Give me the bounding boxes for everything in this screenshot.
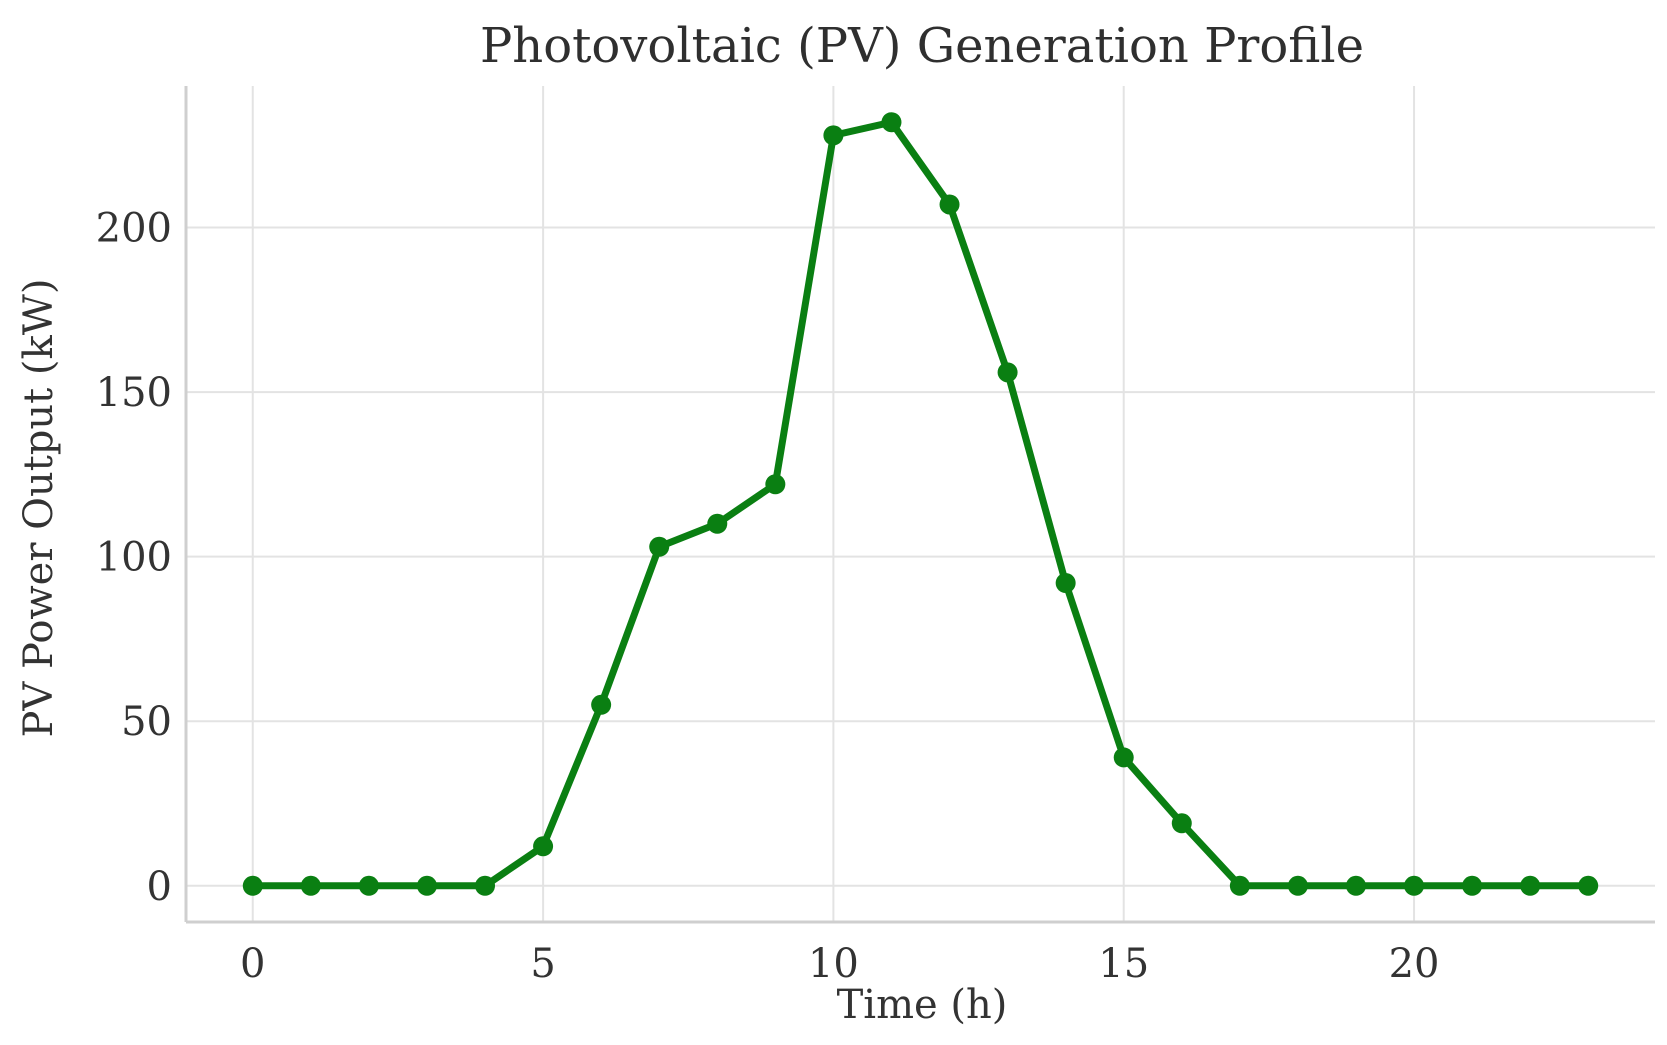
axes-layer — [184, 86, 1655, 924]
y-tick-label: 0 — [147, 864, 172, 910]
pv-data-point — [1462, 875, 1483, 896]
pv-data-point — [1404, 875, 1425, 896]
y-tick-label: 150 — [96, 370, 172, 416]
pv-data-point — [1055, 572, 1076, 593]
pv-data-point — [939, 194, 960, 215]
series-layer — [242, 112, 1599, 896]
x-tick-label: 10 — [808, 941, 859, 987]
pv-data-point — [1171, 813, 1192, 834]
pv-data-point — [707, 513, 728, 534]
grid-layer — [186, 86, 1655, 922]
y-tick-label: 200 — [96, 206, 172, 252]
pv-data-point — [242, 875, 263, 896]
y-axis-label: PV Power Output (kW) — [16, 279, 62, 738]
y-tick-label: 100 — [96, 535, 172, 581]
pv-data-point — [1229, 875, 1250, 896]
x-tick-label: 5 — [530, 941, 555, 987]
pv-data-point — [1578, 875, 1599, 896]
pv-data-point — [649, 536, 670, 557]
chart-title: Photovoltaic (PV) Generation Profile — [480, 18, 1364, 74]
pv-data-point — [475, 875, 496, 896]
pv-data-point — [1113, 747, 1134, 768]
pv-data-point — [1287, 875, 1308, 896]
pv-data-point — [997, 362, 1018, 383]
y-tick-label: 50 — [121, 699, 172, 745]
pv-data-point — [591, 694, 612, 715]
pv-data-point — [1520, 875, 1541, 896]
pv-data-point — [881, 112, 902, 133]
x-tick-label: 20 — [1389, 941, 1440, 987]
pv-data-point — [765, 474, 786, 495]
pv-data-point — [533, 836, 554, 857]
x-axis-label: Time (h) — [837, 982, 1008, 1028]
pv-data-point — [823, 125, 844, 146]
pv-data-point — [358, 875, 379, 896]
x-tick-label: 15 — [1098, 941, 1149, 987]
x-tick-label: 0 — [240, 941, 265, 987]
pv-data-point — [1345, 875, 1366, 896]
pv-data-point — [416, 875, 437, 896]
pv-data-point — [300, 875, 321, 896]
